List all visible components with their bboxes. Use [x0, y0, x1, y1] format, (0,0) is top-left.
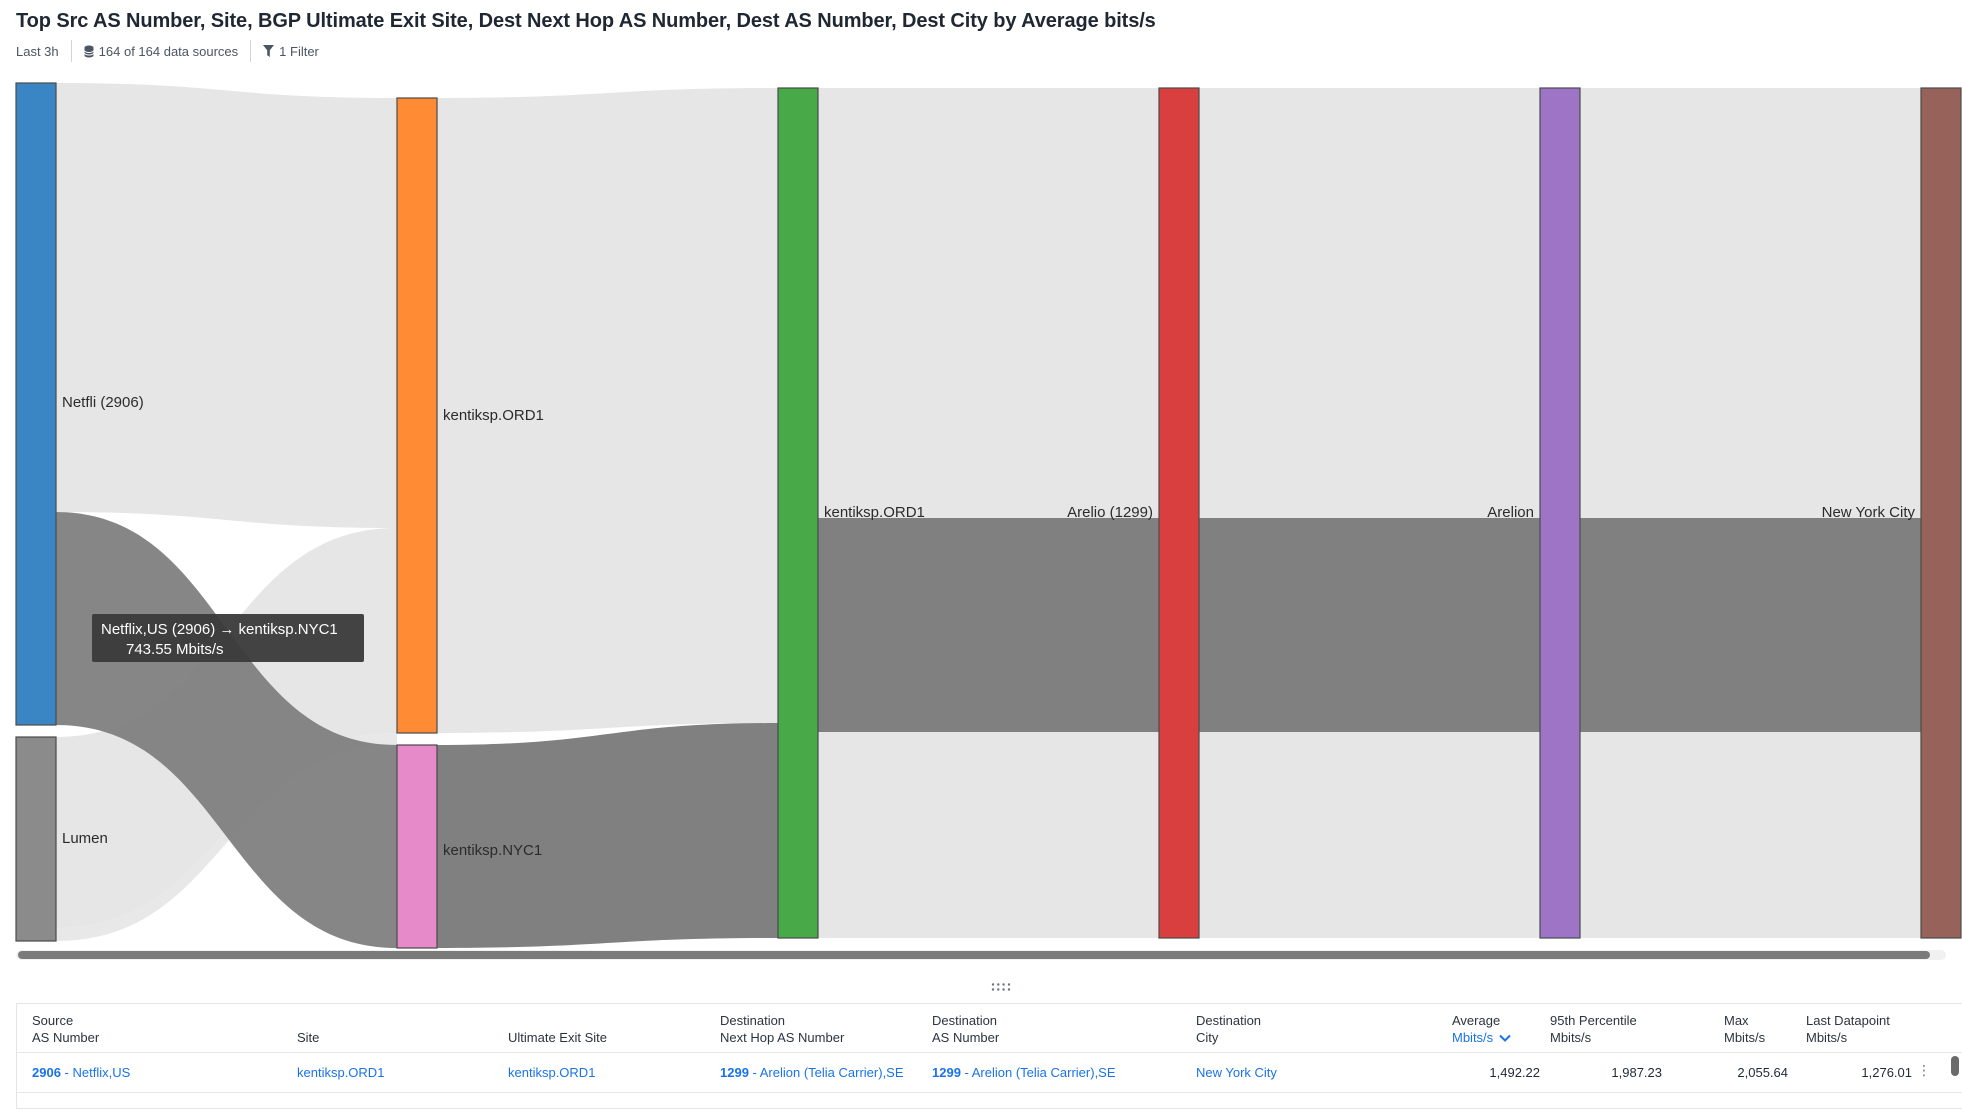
sankey-nodes [15, 82, 1962, 949]
link-col4-highlight[interactable] [1199, 518, 1540, 732]
col-ultimate-exit-site[interactable]: Ultimate Exit Site [508, 1030, 607, 1045]
cell-95th: 1,987.23 [1611, 1065, 1662, 1080]
row-menu-icon[interactable]: ⋮ [1917, 1062, 1931, 1078]
page-title: Top Src AS Number, Site, BGP Ultimate Ex… [16, 10, 1156, 32]
database-icon [83, 45, 94, 57]
link-col3-highlight[interactable] [818, 518, 1159, 732]
filters-label: 1 Filter [279, 43, 319, 59]
link-col3-top[interactable] [818, 88, 1159, 518]
node-lumen[interactable] [15, 736, 57, 942]
results-table: Source AS Number Site Ultimate Exit Site … [16, 1003, 1962, 1109]
data-sources-label: 164 of 164 data sources [98, 43, 239, 59]
cell-next-hop-as[interactable]: 1299 - Arelion (Telia Carrier),SE [720, 1065, 904, 1080]
node-nyc[interactable] [1920, 87, 1962, 939]
node-label-arelion: Arelion [1487, 504, 1534, 521]
cell-last: 1,276.01 [1861, 1065, 1912, 1080]
col-dest-as[interactable]: Destination AS Number [932, 1013, 1000, 1045]
sankey-chart: Netfli (2906) Lumen kentiksp.ORD1 kentiksp.… [15, 82, 1962, 949]
cell-average: 1,492.22 [1489, 1065, 1540, 1080]
node-label-arelio: Arelio (1299) [1067, 504, 1153, 521]
data-sources[interactable]: 164 of 164 data sources [83, 43, 239, 59]
node-netflix[interactable] [15, 82, 57, 726]
link-ord1-exit[interactable] [437, 88, 778, 733]
link-col4-top[interactable] [1199, 88, 1540, 518]
table-row[interactable]: 2906 - Netflix,US kentiksp.ORD1 kentiksp… [17, 1052, 1962, 1093]
cell-max: 2,055.64 [1737, 1065, 1788, 1080]
horizontal-scrollbar[interactable] [16, 950, 1946, 960]
col-last-datapoint[interactable]: Last Datapoint Mbits/s [1806, 1013, 1890, 1045]
divider [250, 40, 252, 62]
cell-site[interactable]: kentiksp.ORD1 [297, 1065, 385, 1080]
tooltip-title: Netflix,US (2906) → kentiksp.NYC1 [101, 621, 338, 638]
tooltip-value: 743.55 Mbits/s [126, 641, 224, 658]
node-ord1[interactable] [396, 97, 438, 734]
query-meta-bar: Last 3h 164 of 164 data sources 1 Filter [16, 40, 319, 62]
link-col4-bottom[interactable] [1199, 732, 1540, 938]
cell-dest-as[interactable]: 1299 - Arelion (Telia Carrier),SE [932, 1065, 1116, 1080]
filters[interactable]: 1 Filter [263, 44, 319, 59]
link-col5-highlight[interactable] [1580, 518, 1921, 732]
col-site[interactable]: Site [297, 1030, 320, 1045]
cell-exit-site[interactable]: kentiksp.ORD1 [508, 1065, 596, 1080]
sankey-tooltip: Netflix,US (2906) → kentiksp.NYC1 743.55 … [92, 614, 364, 662]
node-label-netflix: Netfli (2906) [62, 394, 144, 411]
table-header: Source AS Number Site Ultimate Exit Site … [17, 1004, 1962, 1053]
col-average[interactable]: Average Mbits/s [1452, 1012, 1511, 1046]
sort-desc-icon [1499, 1034, 1511, 1042]
node-exit-ord1[interactable] [777, 87, 819, 939]
node-label-exit-ord1: kentiksp.ORD1 [824, 504, 925, 521]
sankey-links [56, 83, 1921, 948]
node-nyc1[interactable] [396, 744, 438, 949]
link-nyc1-exit[interactable] [437, 723, 778, 948]
node-arelio[interactable] [1158, 87, 1200, 939]
scrollbar-thumb[interactable] [18, 951, 1930, 959]
node-label-ord1: kentiksp.ORD1 [443, 407, 544, 424]
col-max[interactable]: Max Mbits/s [1724, 1013, 1766, 1045]
link-col3-bottom[interactable] [818, 732, 1159, 938]
link-col5-bottom[interactable] [1580, 732, 1921, 938]
col-dest-city[interactable]: Destination City [1196, 1013, 1262, 1045]
col-source-as[interactable]: Source AS Number [32, 1013, 100, 1045]
tooltip-box [92, 614, 364, 662]
resize-handle-icon[interactable] [990, 982, 1012, 992]
node-label-nyc1: kentiksp.NYC1 [443, 842, 542, 859]
filter-icon [263, 45, 275, 57]
link-col5-top[interactable] [1580, 88, 1921, 518]
time-range[interactable]: Last 3h [16, 43, 59, 59]
cell-dest-city[interactable]: New York City [1196, 1065, 1277, 1080]
node-arelion[interactable] [1539, 87, 1581, 939]
col-95th-percentile[interactable]: 95th Percentile Mbits/s [1550, 1013, 1637, 1045]
node-label-nyc: New York City [1822, 504, 1916, 521]
cell-source-as[interactable]: 2906 - Netflix,US [32, 1065, 131, 1080]
node-label-lumen: Lumen [62, 830, 108, 847]
divider [70, 40, 72, 62]
sankey-labels: Netfli (2906) Lumen kentiksp.ORD1 kentiksp.… [62, 394, 1915, 859]
link-netflix-ord1[interactable] [56, 83, 397, 528]
vertical-scrollbar[interactable] [1951, 1056, 1959, 1076]
col-dest-next-hop-as[interactable]: Destination Next Hop AS Number [720, 1013, 845, 1045]
link-lumen-ord1[interactable] [56, 733, 397, 941]
